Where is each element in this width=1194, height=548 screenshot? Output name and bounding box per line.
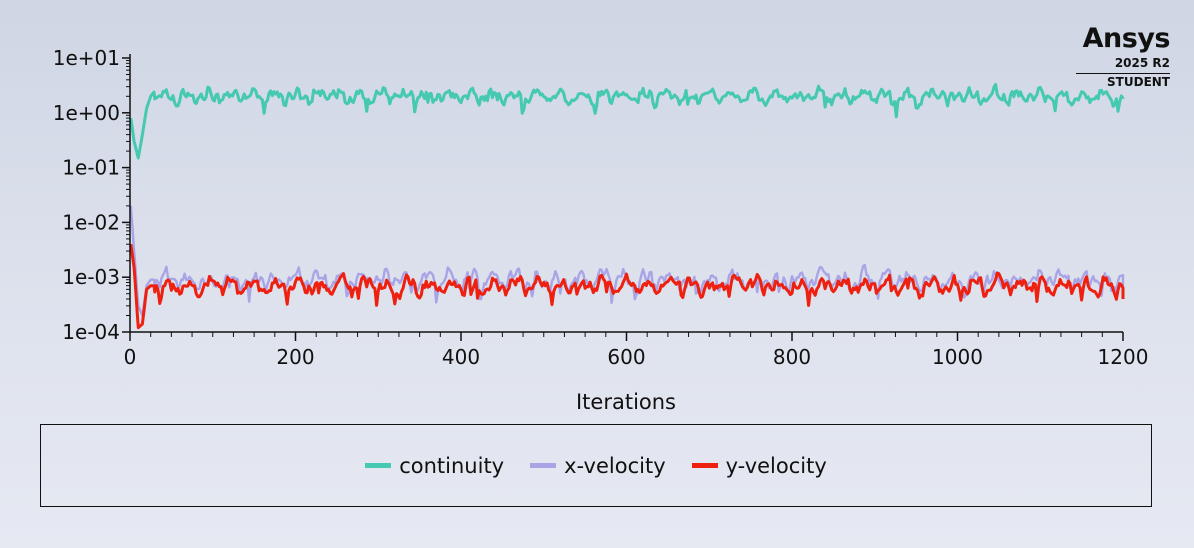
logo-divider	[1076, 73, 1170, 74]
logo-brand: Ansys	[1082, 23, 1171, 54]
legend-label: continuity	[399, 453, 505, 478]
residuals-chart: 1e+01 1e+00 1e-01 1e-02 1e-03 1e-040 200 400 600…	[53, 46, 1149, 414]
plot-lines	[129, 82, 1125, 330]
ticks: 1e+01 1e+00 1e-01 1e-02 1e-03 1e-040 200 400 600…	[53, 46, 1149, 369]
y-tick-label: 1e-04	[62, 320, 120, 344]
x-tick-label: 0	[124, 345, 137, 369]
series-line-y-velocity	[129, 243, 1125, 330]
x-tick-label: 400	[442, 345, 480, 369]
series-line-x-velocity	[129, 205, 1125, 317]
legend-item-y-velocity: y-velocity	[691, 453, 827, 478]
legend: continuity x-velocity y-velocity	[40, 424, 1152, 507]
legend-swatch	[691, 463, 718, 468]
x-tick-label: 1200	[1098, 345, 1149, 369]
series-line-continuity	[129, 82, 1125, 160]
logo-version: 2025 R2	[1114, 56, 1170, 70]
y-tick-label: 1e+01	[53, 46, 120, 70]
x-tick-label: 800	[773, 345, 811, 369]
legend-swatch	[365, 463, 392, 468]
legend-swatch	[530, 463, 557, 468]
y-tick-label: 1e-01	[62, 156, 120, 180]
x-axis-title: Iterations	[576, 390, 676, 414]
logo-edition: STUDENT	[1107, 75, 1170, 89]
x-tick-label: 1000	[932, 345, 983, 369]
x-tick-label: 200	[276, 345, 314, 369]
y-tick-label: 1e-03	[62, 265, 120, 289]
y-tick-label: 1e+00	[53, 101, 120, 125]
legend-label: x-velocity	[564, 453, 666, 478]
y-tick-label: 1e-02	[62, 210, 120, 234]
legend-item-continuity: continuity	[365, 454, 504, 478]
legend-label: y-velocity	[725, 453, 827, 478]
ansys-logo: Ansys 2025 R2 STUDENT	[1070, 23, 1171, 90]
x-tick-label: 600	[607, 345, 645, 369]
legend-item-x-velocity: x-velocity	[530, 454, 666, 478]
